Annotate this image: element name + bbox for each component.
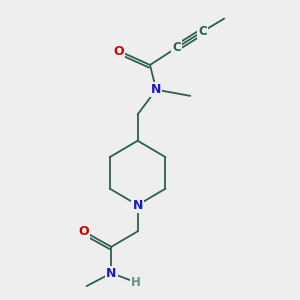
Text: N: N: [132, 199, 143, 212]
Text: O: O: [114, 44, 124, 58]
Text: C: C: [172, 41, 181, 54]
Text: O: O: [78, 225, 89, 238]
Text: C: C: [198, 25, 207, 38]
Text: N: N: [151, 83, 161, 96]
Text: H: H: [131, 276, 141, 289]
Text: N: N: [106, 267, 116, 280]
